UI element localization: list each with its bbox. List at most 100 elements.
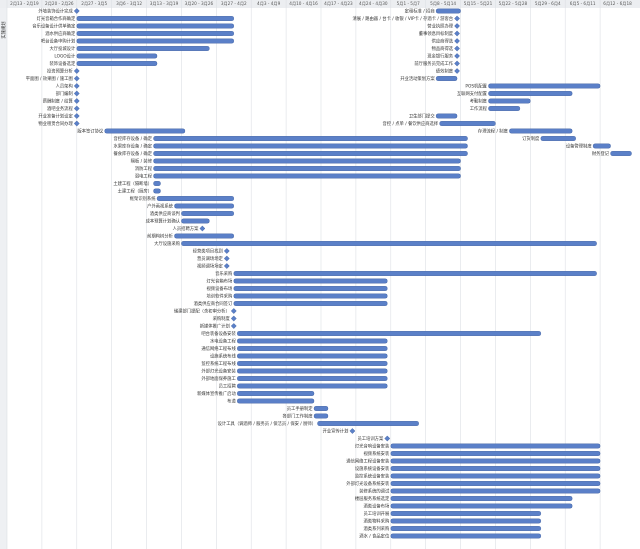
task-label: 土建工程（隔断墙） <box>113 180 152 187</box>
task-bar <box>237 353 388 359</box>
task-bar <box>153 158 461 164</box>
task-label: 楼层服务系统选定 <box>355 495 390 502</box>
task-label: 考勤制度 <box>470 98 488 105</box>
task-label: 装修系统的调试 <box>359 488 390 495</box>
task-label: LOGO设计 <box>54 53 76 60</box>
task-bar <box>317 421 419 426</box>
task-bar <box>76 31 234 36</box>
task-label: 餐食库存设备 / 确定 <box>113 150 152 157</box>
task-label: 外部灯光设备系统安装 <box>346 480 390 487</box>
milestone <box>223 248 230 254</box>
task-bar <box>390 526 541 531</box>
week-label: 5月22 - 5月28 <box>499 1 528 7</box>
task-label: 设备管理制度 <box>566 143 592 150</box>
milestone <box>199 225 206 232</box>
task-label: 投资预算分析 <box>47 68 73 75</box>
task-label: 前期构树分析 <box>147 233 173 240</box>
task-label: 视频调场场定 <box>197 263 223 270</box>
task-bar <box>233 301 388 306</box>
task-label: 大厅设施采购 <box>154 240 180 247</box>
task-label: 酒类物料采购 <box>363 518 389 525</box>
task-bar <box>156 196 234 201</box>
task-label: 物业租赁合同办理 <box>38 120 73 127</box>
task-bar <box>181 218 210 224</box>
task-label: 供应商得选 <box>432 38 454 45</box>
task-label: 吧台装备设备安装 <box>201 330 236 337</box>
task-label: 培训软件采购 <box>206 293 232 300</box>
milestone <box>223 263 230 269</box>
task-bar <box>439 121 496 126</box>
milestone <box>454 68 460 74</box>
task-label: 灯光音响设备安装 <box>355 443 390 450</box>
week-label: 4月3 - 4月9 <box>257 1 281 7</box>
task-bar <box>233 286 388 291</box>
week-label: 5月8 - 5月14 <box>430 1 456 7</box>
task-bar <box>237 361 388 366</box>
week-label: 6月12 - 6月18 <box>603 1 632 7</box>
milestone <box>230 323 237 329</box>
task-bar <box>153 166 461 171</box>
task-bar <box>237 368 388 374</box>
milestone <box>454 45 460 52</box>
task-label: 吧台设备申购计划 <box>41 38 75 45</box>
task-bar <box>181 241 597 246</box>
week-label: 4月24 - 4月30 <box>359 1 388 7</box>
task-label: 框架识别系统 <box>130 195 156 202</box>
week-label: 4月10 - 4月16 <box>289 1 318 7</box>
task-label: 互联网支付配置 <box>457 90 488 97</box>
task-label: 成本预算计划确认 <box>146 218 181 225</box>
milestone <box>73 75 80 82</box>
milestone <box>454 15 460 22</box>
task-label: 人员架构 <box>56 83 74 90</box>
task-label: 设计工具（调酒师 / 服务员 / 保洁员 / 保安 / 厨师） <box>218 420 316 427</box>
milestone <box>73 120 80 127</box>
task-label: 存理流程 / 制度 <box>478 128 509 135</box>
task-bar <box>153 181 161 186</box>
task-label: 音控库存设备 / 确定 <box>113 135 152 142</box>
week-label: 5月1 - 5月7 <box>397 1 421 7</box>
task-bar <box>153 151 468 156</box>
task-bar <box>233 293 388 299</box>
task-label: 新媒体推广计划 <box>200 323 230 330</box>
task-bar <box>237 383 388 389</box>
milestone <box>223 255 230 262</box>
week-label: 5月15 - 5月21 <box>464 1 493 7</box>
task-label: 新媒体宣传推广启动 <box>197 390 236 397</box>
task-label: 酒类供应商谈判 <box>150 210 180 217</box>
task-bar <box>390 503 573 509</box>
milestone <box>454 38 460 44</box>
task-label: 外部地面保养施工 <box>201 375 236 382</box>
task-bar <box>181 211 234 216</box>
task-label: 酒类设备布场 <box>363 503 389 510</box>
task-bar <box>233 278 388 284</box>
task-label: 酒水 / 食品定位 <box>359 533 390 540</box>
task-label: 布道 <box>227 398 236 405</box>
task-label: 外部灯光设备安装 <box>201 368 236 375</box>
milestone <box>384 435 391 442</box>
task-bar <box>76 23 234 29</box>
task-label: 灯光音箱合作商确定 <box>37 15 76 22</box>
task-label: 户外画视系统 <box>147 203 173 210</box>
task-bar <box>237 338 388 344</box>
task-label: 设施系统设备安装 <box>355 465 390 472</box>
task-label: 人员招聘方案 <box>173 225 199 232</box>
week-label: 6月5 - 6月11 <box>570 1 596 7</box>
task-label: 开业准备计划设定 <box>38 113 73 120</box>
task-bar <box>237 398 315 404</box>
header-band <box>0 0 640 8</box>
task-label: 视频设备布场 <box>206 285 232 292</box>
task-label: 土建工程（厨房） <box>118 188 152 195</box>
task-bar <box>76 38 234 44</box>
task-bar <box>435 113 458 119</box>
week-label: 5月29 - 6月4 <box>535 1 561 7</box>
milestone <box>73 90 80 97</box>
milestone <box>73 105 80 112</box>
task-label: 储建部门提配（含初审分析） <box>174 308 230 315</box>
task-bar <box>76 61 158 66</box>
task-bar <box>76 16 234 21</box>
task-bar <box>237 376 388 381</box>
task-label: 开业宣传计划 <box>323 428 349 435</box>
task-label: POS机配置 <box>465 83 487 90</box>
task-label: 监控系统工程布线 <box>201 360 236 367</box>
task-bar <box>390 458 601 464</box>
